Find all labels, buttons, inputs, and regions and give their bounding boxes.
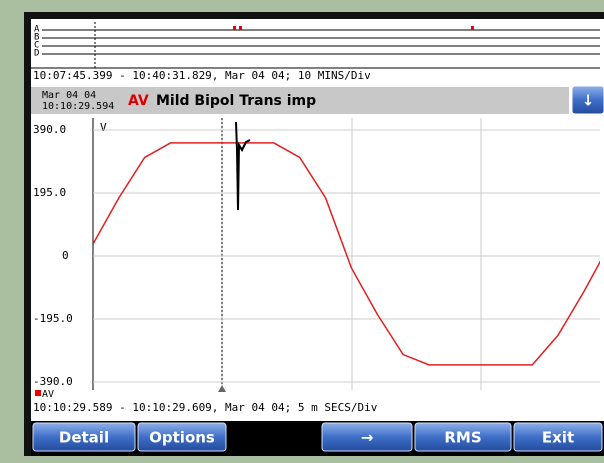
button-label: → xyxy=(361,429,374,447)
y-tick-label: -390.0 xyxy=(33,375,73,388)
event-mark xyxy=(233,26,236,30)
scroll-button-label: ↓ xyxy=(582,92,595,110)
exit-button[interactable]: Exit xyxy=(513,422,603,452)
strip-time-range: 10:07:45.399 - 10:40:31.829, Mar 04 04; … xyxy=(33,69,371,82)
channel-label: C xyxy=(34,41,39,51)
y-tick-label: -195.0 xyxy=(33,312,73,325)
rms-button[interactable]: RMS xyxy=(414,422,512,452)
button-label: Detail xyxy=(59,429,109,447)
button-label: Exit xyxy=(542,429,574,447)
event-mark xyxy=(239,26,242,30)
event-channel: AV xyxy=(128,93,149,109)
display xyxy=(31,19,604,421)
y-tick-label: 390.0 xyxy=(33,123,66,136)
channel-label: A xyxy=(34,25,40,35)
button-label: RMS xyxy=(444,429,481,447)
waveform-plot: V xyxy=(92,118,482,392)
cursor-marker xyxy=(218,385,226,392)
y-axis-unit: V xyxy=(100,121,107,134)
channel-strip: A B C D 10:07:45.399 - 10:40:31.829, Mar… xyxy=(31,22,600,82)
channel-label: D xyxy=(34,49,39,59)
event-header xyxy=(31,87,569,114)
event-time: 10:10:29.594 xyxy=(42,101,114,112)
plot-time-range: 10:10:29.589 - 10:10:29.609, Mar 04 04; … xyxy=(33,401,378,414)
waveform xyxy=(93,142,600,366)
legend-swatch xyxy=(35,390,41,396)
next-button[interactable]: → xyxy=(321,422,413,452)
transient xyxy=(235,121,251,211)
options-button[interactable]: Options xyxy=(137,422,227,452)
y-tick-label: 0 xyxy=(62,249,69,262)
channel-label: B xyxy=(34,33,39,43)
button-label: Options xyxy=(149,429,215,447)
event-mark xyxy=(471,26,474,30)
legend-label: AV xyxy=(42,389,54,400)
event-description: Mild Bipol Trans imp xyxy=(156,93,316,109)
event-date: Mar 04 04 xyxy=(42,90,96,101)
y-tick-label: 195.0 xyxy=(33,186,66,199)
scroll-button[interactable]: ↓ xyxy=(571,85,604,115)
detail-button[interactable]: Detail xyxy=(32,422,136,452)
